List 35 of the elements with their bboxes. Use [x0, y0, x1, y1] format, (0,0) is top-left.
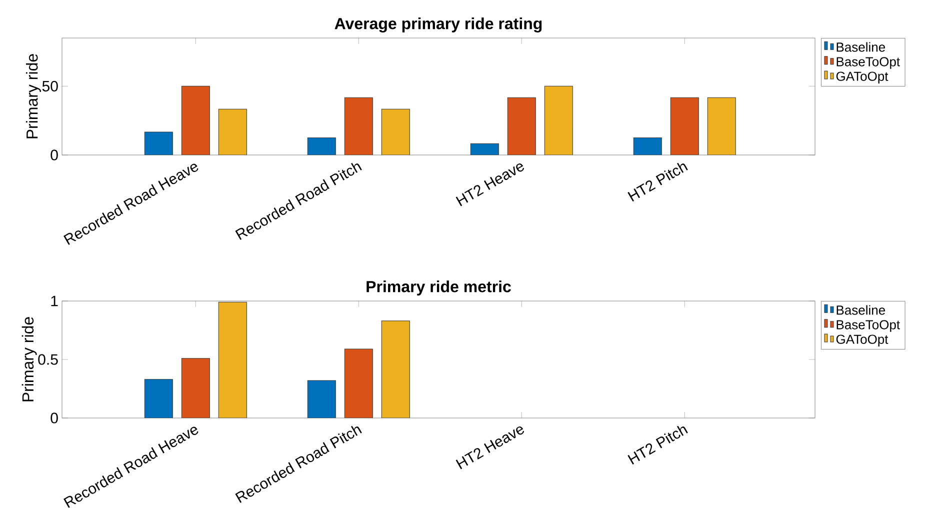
legend-label: BaseToOpt [836, 320, 900, 332]
legend-label: BaseToOpt [836, 57, 900, 69]
bar [544, 86, 573, 155]
bar [181, 86, 210, 155]
legend-label: GAToOpt [836, 72, 888, 84]
y-tick-label: 0 [50, 150, 58, 160]
x-tick-label: HT2 Pitch [628, 426, 688, 465]
bar [344, 97, 373, 155]
bar [381, 108, 410, 155]
bar [344, 348, 373, 418]
y-tick-label: 0.5 [38, 354, 58, 365]
legend-label: Baseline [836, 305, 886, 315]
bar [707, 97, 736, 155]
y-tick-label: 1 [51, 296, 58, 306]
chart-title: Average primary ride rating [334, 17, 542, 32]
bar [181, 358, 210, 418]
bar [218, 108, 247, 155]
bar [144, 132, 173, 155]
bar [633, 138, 662, 155]
y-axis-title: Primary ride [22, 317, 37, 402]
bar [507, 97, 536, 155]
bar [470, 144, 499, 155]
bar [144, 379, 173, 418]
bar [670, 97, 699, 155]
legend-label: Baseline [836, 42, 886, 52]
y-tick-label: 50 [42, 80, 58, 92]
x-tick-label: HT2 Pitch [628, 162, 688, 202]
bar [381, 320, 410, 418]
y-axis-title: Primary ride [26, 54, 41, 138]
bar [218, 302, 247, 418]
bar [307, 380, 336, 418]
y-tick-label: 0 [50, 412, 58, 424]
legend-label: GAToOpt [836, 334, 888, 346]
bar [307, 138, 336, 155]
chart-title: Primary ride metric [366, 280, 511, 296]
